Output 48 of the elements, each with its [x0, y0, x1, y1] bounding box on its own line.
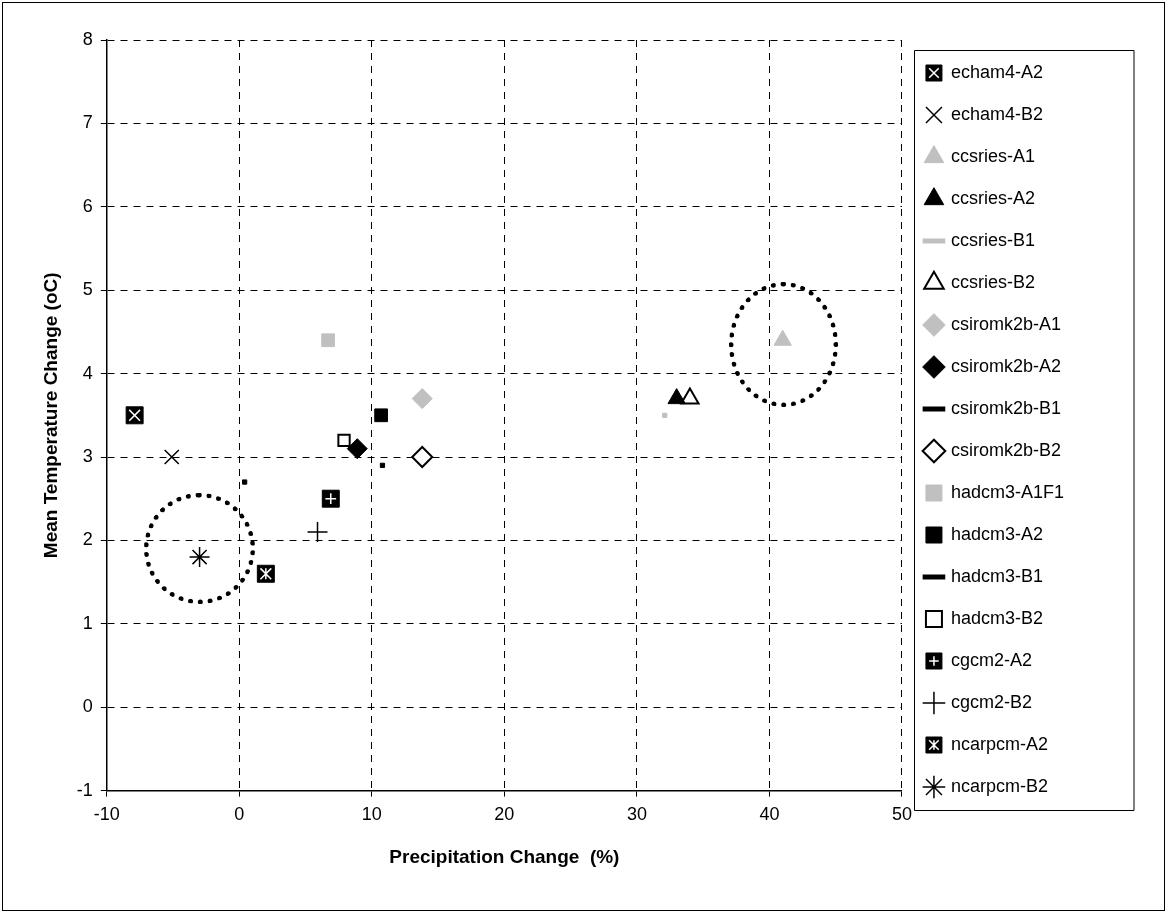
point — [374, 408, 388, 423]
point — [379, 462, 386, 468]
y-tick-label: 7 — [82, 112, 93, 133]
legend-label: csiromk2b-B1 — [950, 397, 1061, 418]
point — [337, 433, 351, 447]
legend-label: ccsries-B1 — [950, 229, 1035, 250]
y-tick-label: 5 — [82, 279, 93, 300]
x-tick-label: 0 — [234, 804, 245, 825]
legend-label: hadcm3-B1 — [950, 565, 1044, 586]
legend-label: ccsries-A2 — [950, 187, 1035, 208]
x-tick-label: -10 — [93, 804, 120, 825]
x-tick-label: 10 — [361, 804, 382, 825]
point — [411, 388, 433, 410]
x-tick-label: 50 — [891, 804, 912, 825]
point — [321, 333, 335, 348]
point — [662, 412, 668, 418]
legend-label: hadcm3-A1F1 — [950, 481, 1065, 502]
legend-label: hadcm3-A2 — [950, 523, 1044, 544]
x-tick-label: 40 — [759, 804, 780, 825]
y-tick-label: 8 — [82, 28, 93, 49]
legend-label: ccsries-B2 — [950, 271, 1035, 292]
legend-label: hadcm3-B2 — [950, 607, 1044, 628]
point — [242, 479, 248, 485]
y-tick-label: 2 — [82, 529, 93, 550]
y-axis-title: Mean Temperature Change (oC) — [39, 272, 61, 559]
y-tick-label: 6 — [82, 195, 93, 216]
legend-label: echam4-A2 — [950, 61, 1044, 82]
x-tick-label: 30 — [626, 804, 647, 825]
y-tick-label: 0 — [82, 696, 93, 717]
legend-label: ncarpcm-A2 — [950, 733, 1048, 754]
point — [411, 446, 434, 468]
legend-label: ncarpcm-B2 — [950, 775, 1048, 796]
y-tick-label: -1 — [76, 779, 93, 800]
point — [163, 449, 180, 465]
y-tick-label: 3 — [82, 445, 93, 466]
legend-label: cgcm2-B2 — [950, 691, 1032, 712]
x-tick-label: 20 — [494, 804, 515, 825]
legend-label: ccsries-A1 — [950, 145, 1035, 166]
y-tick-label: 1 — [82, 612, 93, 633]
legend-label: csiromk2b-A2 — [950, 355, 1061, 376]
legend-label: csiromk2b-B2 — [950, 439, 1061, 460]
y-tick-label: 4 — [82, 362, 93, 383]
x-axis-title: Precipitation Change (%) — [389, 845, 620, 867]
point — [346, 438, 368, 460]
point — [188, 546, 211, 568]
legend-label: csiromk2b-A1 — [950, 313, 1061, 334]
legend-label: echam4-B2 — [950, 103, 1044, 124]
legend-label: cgcm2-A2 — [950, 649, 1032, 670]
